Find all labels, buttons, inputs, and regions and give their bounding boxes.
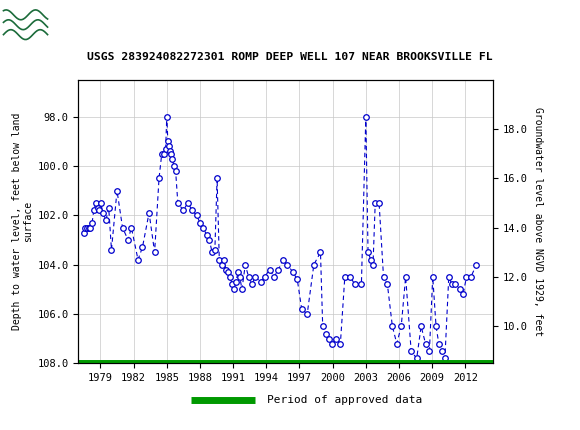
Text: Period of approved data: Period of approved data <box>267 395 422 405</box>
Y-axis label: Groundwater level above NGVD 1929, feet: Groundwater level above NGVD 1929, feet <box>533 107 543 336</box>
Text: USGS 283924082272301 ROMP DEEP WELL 107 NEAR BROOKSVILLE FL: USGS 283924082272301 ROMP DEEP WELL 107 … <box>87 52 493 61</box>
Y-axis label: Depth to water level, feet below land
surface: Depth to water level, feet below land su… <box>12 113 33 330</box>
FancyBboxPatch shape <box>3 4 49 46</box>
Text: USGS: USGS <box>55 16 110 34</box>
